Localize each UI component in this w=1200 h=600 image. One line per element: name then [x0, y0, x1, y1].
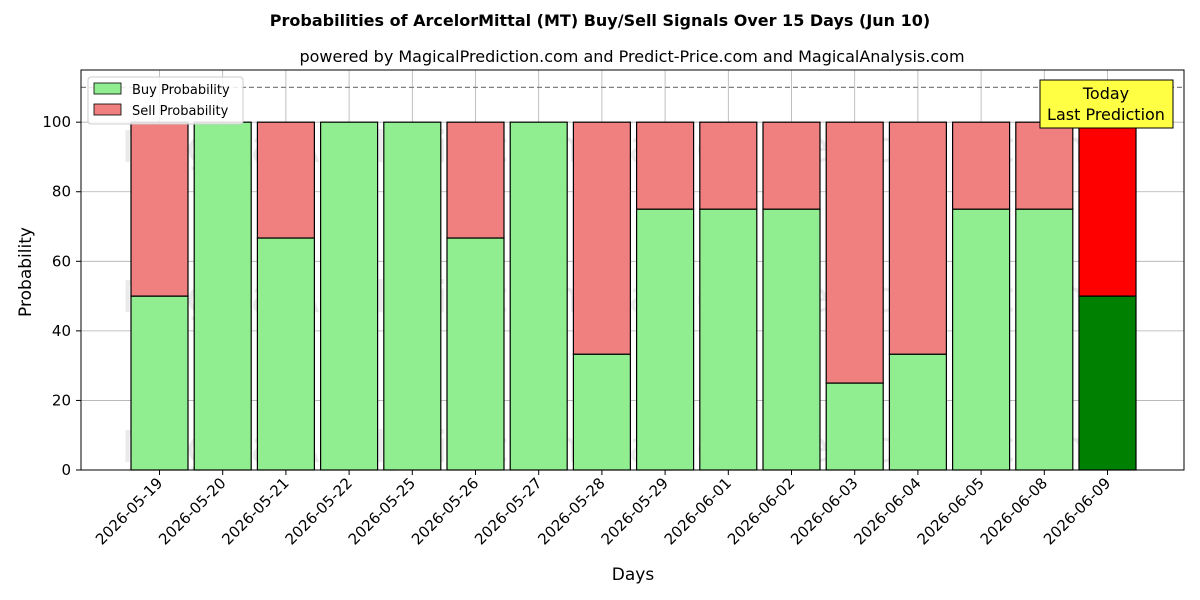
chart-title: Probabilities of ArcelorMittal (MT) Buy/… [270, 11, 930, 30]
x-axis-label: Days [612, 565, 655, 585]
bar-sell [256, 121, 315, 239]
bar-sell [1078, 121, 1137, 297]
bar-sell [635, 121, 695, 210]
bar-sell [762, 121, 821, 210]
legend-swatch-buy [93, 82, 122, 95]
today-annotation: Today Last Prediction [1039, 79, 1174, 129]
x-tick-label: 2026-06-04 [850, 474, 924, 548]
y-tick-label: 0 [61, 461, 71, 479]
bar-sell [130, 121, 189, 297]
chart-subtitle: powered by MagicalPrediction.com and Pre… [299, 47, 964, 66]
y-tick-label: 80 [52, 183, 71, 201]
legend: Buy Probability Sell Probability [87, 76, 244, 125]
bar-sell [951, 121, 1011, 210]
x-tick-label: 2026-05-19 [92, 474, 166, 548]
y-tick-label: 100 [42, 113, 71, 131]
bar-buy [635, 208, 695, 471]
x-tick-label: 2026-05-29 [598, 474, 672, 548]
bar-sell [699, 121, 758, 210]
bar-buy [951, 208, 1011, 471]
today-annotation-line-1: Today [1082, 84, 1129, 103]
bar-buy [572, 353, 632, 471]
x-tick-label: 2026-05-21 [218, 474, 292, 548]
x-tick-label: 2026-05-25 [345, 474, 419, 548]
bar-buy [383, 121, 442, 471]
bar-sell [825, 121, 884, 384]
x-tick-label: 2026-06-01 [661, 474, 735, 548]
bar-sell [888, 121, 948, 355]
y-tick-label: 40 [52, 322, 71, 340]
bar-buy [509, 121, 568, 471]
bar-buy [256, 237, 315, 471]
x-tick-label: 2026-05-28 [534, 474, 608, 548]
bar-buy [1015, 208, 1074, 471]
y-tick-label: 60 [52, 252, 71, 270]
x-tick-label: 2026-05-20 [155, 474, 229, 548]
x-tick-label: 2026-06-09 [1040, 474, 1114, 548]
x-tick-label: 2026-06-08 [977, 474, 1051, 548]
legend-box [87, 76, 244, 125]
legend-label-buy: Buy Probability [132, 83, 230, 98]
plot-frame [80, 69, 1185, 471]
x-tick-label: 2026-06-05 [914, 474, 988, 548]
x-tick-label: 2026-06-02 [724, 474, 798, 548]
bar-sell [446, 121, 505, 239]
bar-buy [446, 237, 505, 471]
x-tick-label: 2026-05-22 [282, 474, 356, 548]
bar-buy [825, 382, 884, 471]
bar-buy [1078, 295, 1137, 471]
bar-buy [130, 295, 189, 471]
today-annotation-line-2: Last Prediction [1047, 105, 1165, 124]
today-annotation-box [1039, 79, 1174, 129]
bar-buy [699, 208, 758, 471]
legend-label-sell: Sell Probability [132, 104, 229, 119]
x-tick-label: 2026-05-26 [408, 474, 482, 548]
bar-buy [193, 121, 252, 471]
bar-buy [762, 208, 821, 471]
x-tick-label: 2026-05-27 [471, 474, 545, 548]
y-tick-label: 20 [52, 391, 71, 409]
legend-swatch-sell [93, 103, 122, 116]
bar-sell [572, 121, 632, 355]
bar-buy [320, 121, 379, 471]
y-axis-label: Probability [16, 227, 36, 317]
bar-buy [888, 353, 948, 471]
x-tick-label: 2026-06-03 [787, 474, 861, 548]
bar-layer [130, 121, 1137, 471]
bar-sell [1015, 121, 1074, 210]
